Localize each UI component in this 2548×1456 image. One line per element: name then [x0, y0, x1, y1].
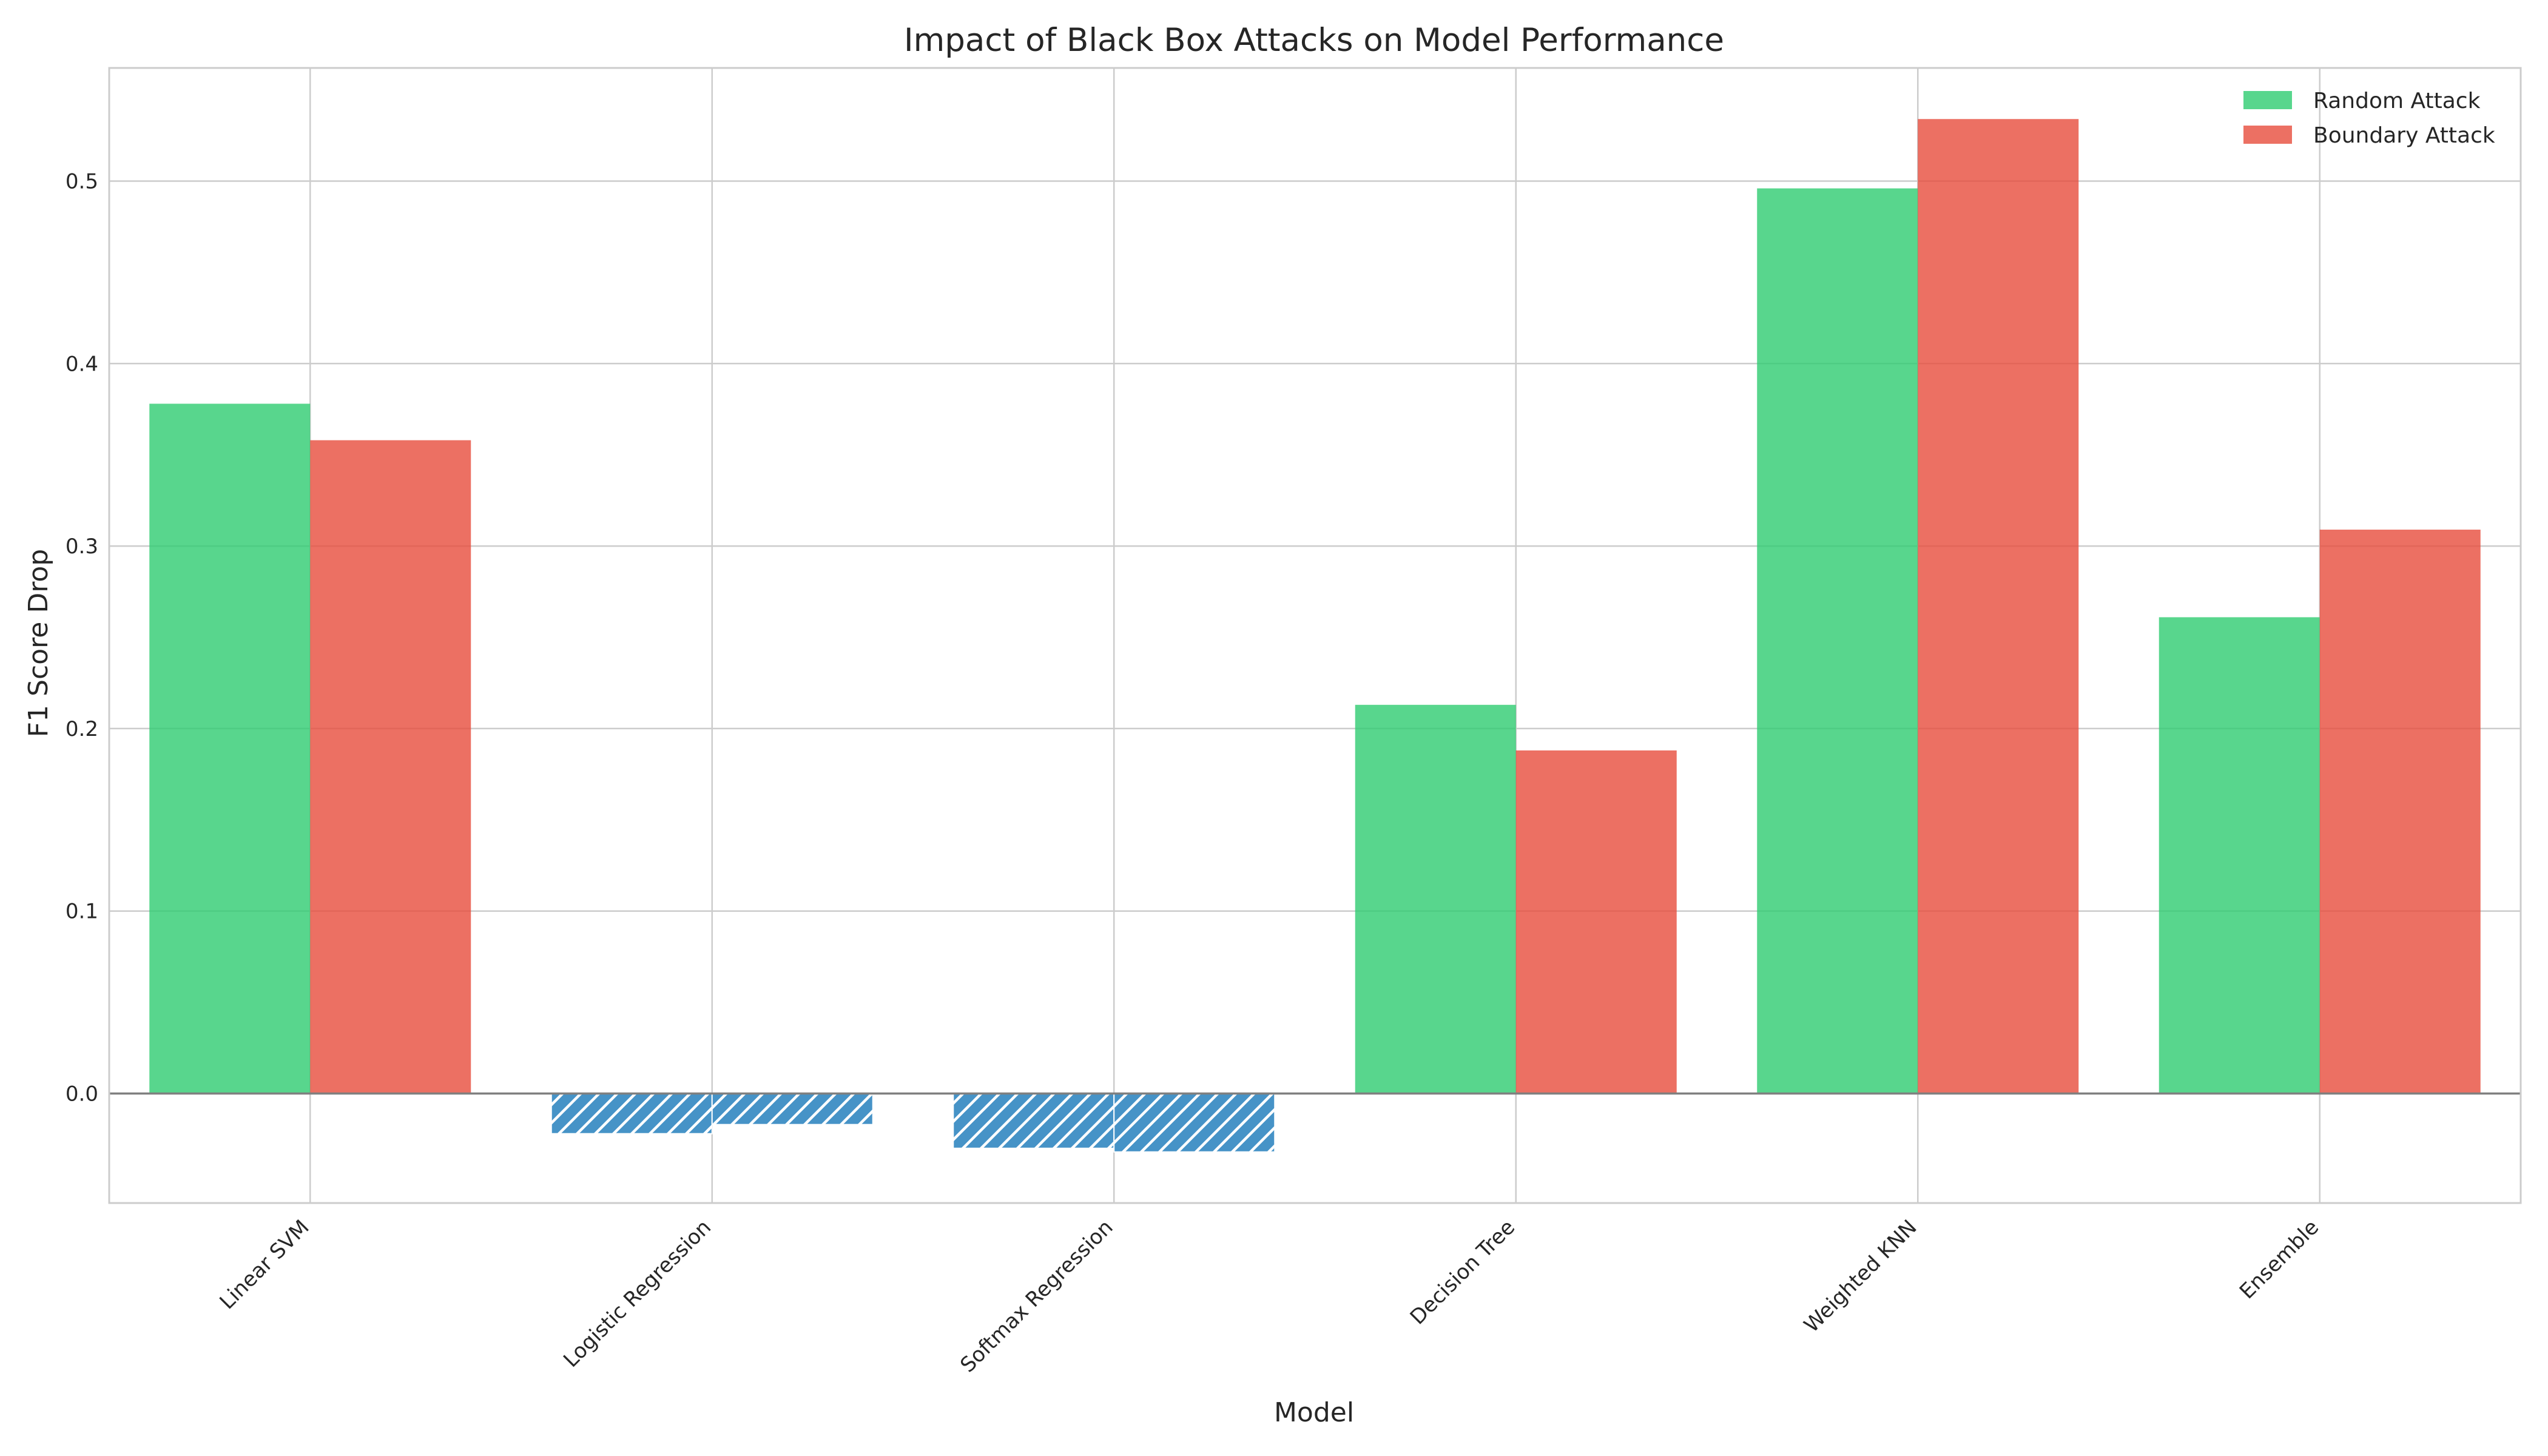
y-tick-label: 0.2: [66, 717, 98, 741]
bar-random-attack: [952, 1093, 1115, 1149]
y-tick-label: 0.5: [66, 169, 98, 194]
y-tick-labels: 0.0 0.1 0.2 0.3 0.4 0.5: [66, 169, 98, 1106]
y-axis-label: F1 Score Drop: [23, 549, 54, 737]
chart-title: Impact of Black Box Attacks on Model Per…: [904, 22, 1724, 59]
y-tick-label: 0.1: [66, 900, 98, 924]
bar-boundary-attack: [1113, 1093, 1276, 1153]
bar-boundary-attack: [2319, 530, 2481, 1094]
bar-random-attack: [149, 403, 311, 1094]
bar-boundary-attack: [310, 440, 471, 1094]
legend-label: Random Attack: [2313, 89, 2481, 113]
bar-boundary-attack: [1515, 750, 1677, 1094]
bar-random-attack: [1355, 704, 1516, 1094]
x-axis-label: Model: [1274, 1397, 1354, 1428]
legend: Random Attack Boundary Attack: [2243, 89, 2495, 148]
legend-swatch: [2243, 126, 2292, 144]
legend-swatch: [2243, 91, 2292, 109]
y-tick-label: 0.4: [66, 352, 98, 376]
legend-label: Boundary Attack: [2313, 123, 2495, 148]
bar-boundary-attack: [1918, 119, 2079, 1094]
bar-random-attack: [1757, 188, 1918, 1094]
bar-boundary-attack: [711, 1093, 874, 1125]
y-tick-label: 0.0: [66, 1082, 98, 1107]
bar-random-attack: [550, 1093, 713, 1134]
y-tick-label: 0.3: [66, 534, 98, 559]
bar-random-attack: [2159, 617, 2320, 1094]
plot-frame: [108, 67, 2522, 1204]
bar-layer: [149, 119, 2481, 1153]
